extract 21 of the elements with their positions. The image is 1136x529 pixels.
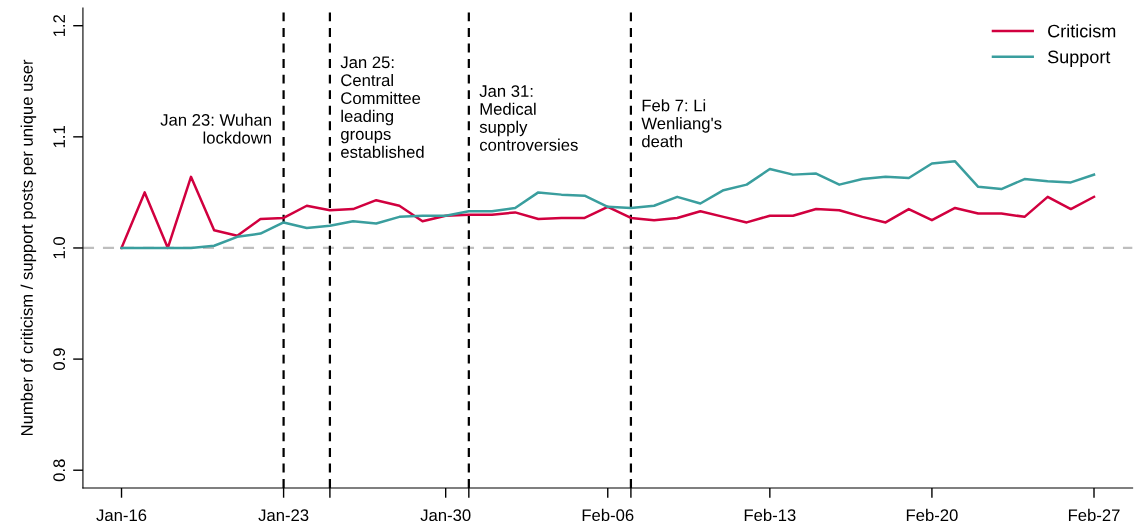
y-tick-label: 1.0 bbox=[53, 237, 66, 259]
x-tick-label: Feb-06 bbox=[582, 508, 634, 522]
x-tick-label: Jan-16 bbox=[96, 509, 147, 522]
y-tick-label: 1.2 bbox=[53, 14, 65, 37]
legend-label: Criticism bbox=[1048, 24, 1116, 38]
ref-line-label: Jan 31: Medical supply controversies bbox=[479, 85, 578, 151]
y-tick-label: 0.9 bbox=[53, 348, 66, 371]
y-axis-title: Number of criticism / support posts per unique user bbox=[20, 59, 37, 436]
x-tick-label: Jan-23 bbox=[258, 509, 309, 522]
x-tick-label: Feb-27 bbox=[1068, 508, 1120, 522]
legend-label: Support bbox=[1047, 50, 1111, 67]
line-series bbox=[120, 160, 1096, 250]
y-tick-label: 1.1 bbox=[53, 126, 65, 148]
y-tick-label: 0.8 bbox=[53, 459, 66, 482]
ref-line-label: Jan 23: Wuhan lockdown bbox=[160, 113, 271, 144]
ref-line-label: Jan 25: Central Committee leading groups established bbox=[340, 56, 424, 158]
x-tick-label: Feb-13 bbox=[744, 508, 796, 522]
ref-line-label: Feb 7: Li Wenliang's death bbox=[641, 99, 722, 148]
x-tick-label: Feb-20 bbox=[906, 508, 958, 522]
line-series bbox=[120, 175, 1096, 250]
x-tick-label: Jan-30 bbox=[420, 509, 471, 522]
